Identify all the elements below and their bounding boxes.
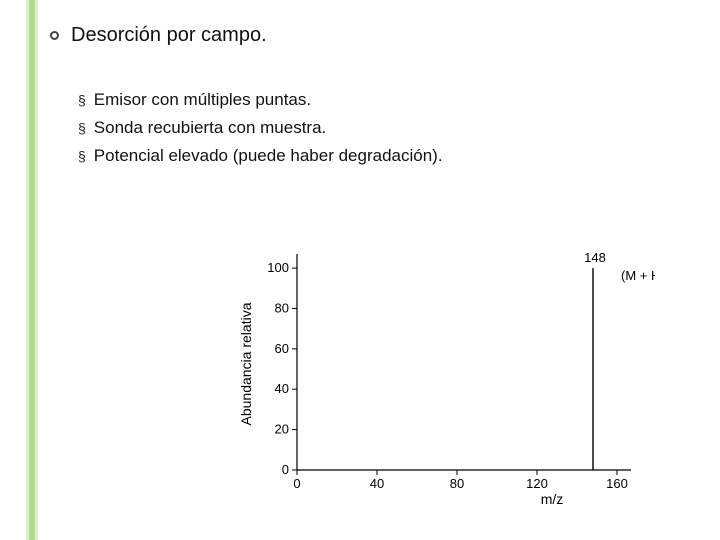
svg-text:(M + H)⁺: (M + H)⁺ [621, 268, 655, 283]
list-item-text: Potencial elevado (puede haber degradaci… [94, 145, 443, 167]
svg-text:20: 20 [275, 422, 289, 437]
slide-content: Desorción por campo. § Emisor con múltip… [50, 24, 700, 173]
sub-list: § Emisor con múltiples puntas. § Sonda r… [78, 89, 700, 167]
svg-text:60: 60 [275, 341, 289, 356]
list-item: § Emisor con múltiples puntas. [78, 89, 700, 111]
svg-text:80: 80 [450, 476, 464, 491]
svg-text:40: 40 [275, 381, 289, 396]
svg-text:120: 120 [526, 476, 548, 491]
svg-text:148: 148 [584, 250, 606, 265]
heading-text: Desorción por campo. [71, 24, 267, 47]
svg-text:40: 40 [370, 476, 384, 491]
mass-spectrum-chart: 0 20 40 60 80 100 0 40 80 120 160 Abundancia relati… [235, 240, 655, 510]
list-item: § Potencial elevado (puede haber degrada… [78, 145, 700, 167]
heading-row: Desorción por campo. [50, 24, 700, 47]
list-item: § Sonda recubierta con muestra. [78, 117, 700, 139]
svg-text:160: 160 [606, 476, 628, 491]
list-item-text: Sonda recubierta con muestra. [94, 117, 326, 139]
accent-bar-inner [29, 0, 35, 540]
ring-bullet-icon [50, 31, 59, 40]
curly-bullet-icon: § [78, 89, 86, 111]
svg-text:0: 0 [282, 462, 289, 477]
svg-text:0: 0 [293, 476, 300, 491]
svg-text:Abundancia relativa: Abundancia relativa [238, 302, 254, 425]
list-item-text: Emisor con múltiples puntas. [94, 89, 311, 111]
svg-text:m/z: m/z [541, 491, 564, 507]
svg-text:80: 80 [275, 300, 289, 315]
curly-bullet-icon: § [78, 117, 86, 139]
svg-text:100: 100 [267, 260, 289, 275]
curly-bullet-icon: § [78, 145, 86, 167]
